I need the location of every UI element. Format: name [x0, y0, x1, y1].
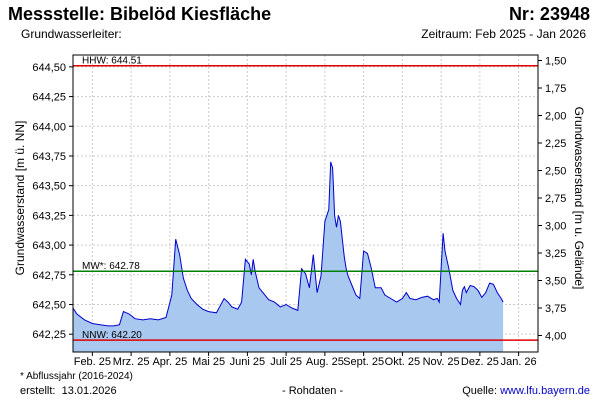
series-line [72, 161, 504, 327]
x-tick-label: Sept. 25 [343, 356, 384, 368]
right-axis: 1,50 1,75 2,00 2,25 2,50 2,75 3,00 3,25 3,50 3,75… [538, 56, 566, 343]
left-tick-label: 642,25 [32, 329, 66, 341]
left-tick-label: 643,00 [32, 240, 66, 252]
raw-data-label: - Rohdaten - [282, 385, 344, 397]
right-tick-label: 3,25 [545, 248, 566, 260]
created-label: erstellt: [20, 385, 56, 397]
x-tick-label: Jan. 26 [501, 356, 537, 368]
x-tick-label: Feb. 25 [74, 356, 111, 368]
right-tick-label: 2,50 [545, 166, 566, 178]
x-tick-label: Okt. 25 [385, 356, 420, 368]
x-tick-label: Juni 25 [230, 356, 265, 368]
right-tick-label: 1,50 [545, 56, 566, 68]
left-tick-label: 644,25 [32, 92, 66, 104]
source-label: Quelle: [462, 385, 498, 397]
left-axis: 644,50 644,25 644,00 643,75 643,50 643,25 643,… [32, 62, 73, 341]
right-tick-label: 2,00 [545, 111, 566, 123]
x-tick-label: Mrz. 25 [113, 356, 150, 368]
created-info: erstellt: 13.01.2026 [20, 385, 117, 397]
reference-label-hhw: HHW: 644.51 [82, 56, 142, 67]
footnote: * Abflussjahr (2016-2024) [20, 371, 133, 382]
plot-frame [72, 54, 539, 353]
grid [73, 55, 538, 352]
source-link[interactable]: www.lfu.bayern.de [500, 385, 590, 397]
right-axis-label: Grundwasserstand [m u. Gelände] [572, 107, 586, 290]
left-tick-label: 643,50 [32, 181, 66, 193]
period-label: Zeitraum: Feb 2025 - Jan 2026 [421, 27, 586, 41]
series-area [73, 161, 504, 352]
left-axis-label: Grundwasserstand [m ü. NN] [13, 121, 27, 276]
reference-label-nnw: NNW: 642.20 [82, 330, 142, 341]
left-tick-label: 644,50 [32, 62, 66, 74]
right-tick-label: 1,75 [545, 83, 566, 95]
left-tick-label: 642,50 [32, 299, 66, 311]
reference-lines: HHW: 644.51 MW*: 642.78 NNW: 642.20 [73, 56, 538, 341]
source-info: Quelle: www.lfu.bayern.de [462, 385, 590, 397]
x-tick-label: Juli 25 [270, 356, 302, 368]
chart-title: Messstelle: Bibelöd Kiesfläche [8, 4, 272, 24]
right-tick-label: 2,25 [545, 138, 566, 150]
right-tick-label: 2,75 [545, 193, 566, 205]
right-tick-label: 3,00 [545, 221, 566, 233]
right-tick-label: 3,75 [545, 303, 566, 315]
right-tick-label: 3,50 [545, 276, 566, 288]
x-tick-label: Nov. 25 [423, 356, 460, 368]
series-layer [72, 161, 504, 352]
x-tick-label: Mai 25 [192, 356, 225, 368]
created-date: 13.01.2026 [61, 385, 117, 397]
left-tick-label: 643,75 [32, 151, 66, 163]
left-tick-label: 644,00 [32, 121, 66, 133]
left-tick-label: 643,25 [32, 210, 66, 222]
left-tick-label: 642,75 [32, 270, 66, 282]
aquifer-label: Grundwasserleiter: [21, 27, 122, 41]
x-axis: Feb. 25 Mrz. 25 Apr. 25 Mai 25 Juni 25 Juli 2… [74, 352, 537, 368]
x-tick-label: Apr. 25 [152, 356, 187, 368]
x-tick-label: Aug. 25 [306, 356, 344, 368]
station-number: Nr: 23948 [508, 4, 590, 24]
reference-label-mw: MW*: 642.78 [82, 261, 140, 272]
right-tick-label: 4,00 [545, 331, 566, 343]
x-tick-label: Dez. 25 [461, 356, 499, 368]
